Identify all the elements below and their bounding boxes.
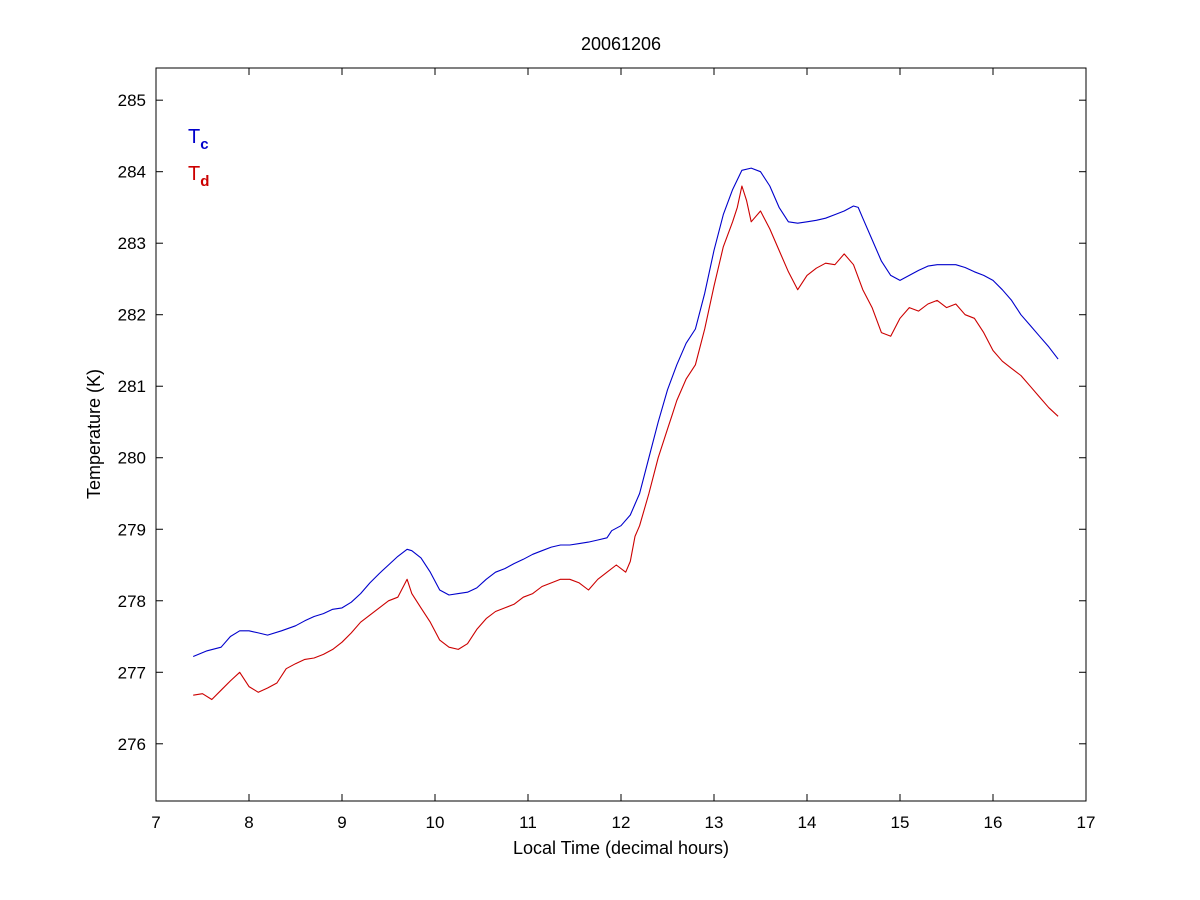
legend: Tc Td bbox=[188, 126, 209, 190]
x-tick-label: 10 bbox=[426, 813, 445, 832]
chart-title: 20061206 bbox=[581, 34, 661, 54]
y-tick-label: 281 bbox=[118, 377, 146, 396]
y-tick-label: 278 bbox=[118, 592, 146, 611]
x-tick-label: 14 bbox=[798, 813, 817, 832]
plot-area bbox=[155, 67, 1087, 802]
series-line-tc bbox=[192, 167, 1059, 658]
x-tick-label: 13 bbox=[705, 813, 724, 832]
x-tick-label: 9 bbox=[337, 813, 346, 832]
y-tick-label: 280 bbox=[118, 449, 146, 468]
y-tick-label: 276 bbox=[118, 735, 146, 754]
x-axis-ticks: 7 8 9 10 11 12 13 14 15 16 17 bbox=[151, 68, 1095, 832]
x-tick-label: 16 bbox=[984, 813, 1003, 832]
y-tick-label: 282 bbox=[118, 306, 146, 325]
legend-entry-td: Td bbox=[188, 163, 209, 190]
x-tick-label: 17 bbox=[1077, 813, 1096, 832]
legend-entry-tc: Tc bbox=[188, 126, 209, 153]
y-tick-label: 283 bbox=[118, 234, 146, 253]
x-tick-label: 11 bbox=[519, 813, 537, 832]
y-tick-label: 279 bbox=[118, 520, 146, 539]
y-tick-label: 284 bbox=[118, 163, 146, 182]
series-layer bbox=[192, 167, 1059, 701]
y-axis-ticks: 276 277 278 279 280 281 282 283 284 285 bbox=[118, 91, 1086, 754]
x-tick-label: 8 bbox=[244, 813, 253, 832]
y-tick-label: 285 bbox=[118, 91, 146, 110]
y-tick-label: 277 bbox=[118, 663, 146, 682]
x-axis-label: Local Time (decimal hours) bbox=[513, 838, 729, 858]
x-tick-label: 7 bbox=[151, 813, 160, 832]
series-line-td bbox=[193, 185, 1059, 701]
y-axis-label: Temperature (K) bbox=[84, 369, 104, 499]
x-tick-label: 12 bbox=[612, 813, 631, 832]
x-tick-label: 15 bbox=[891, 813, 910, 832]
